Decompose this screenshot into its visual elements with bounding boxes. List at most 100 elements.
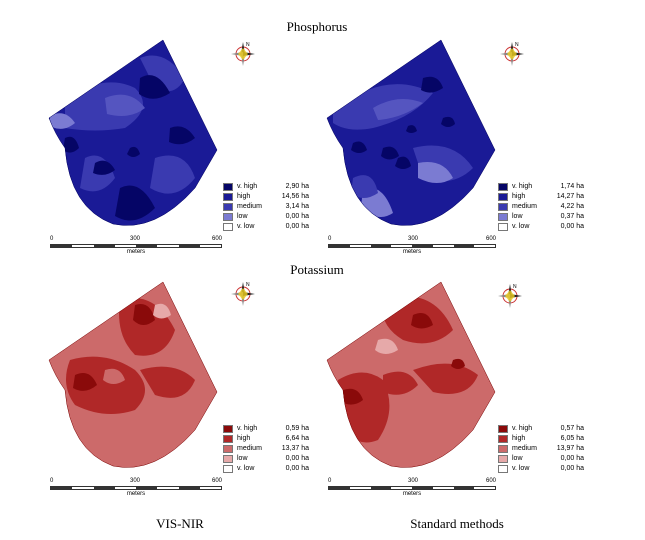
legend-potassium-visnir: v. high 0,59 ha high 6,64 ha medium 13,37 h… — [223, 424, 309, 474]
scale-unit: meters — [126, 491, 146, 497]
legend-swatch — [223, 455, 233, 463]
svg-text:N: N — [515, 42, 519, 48]
legend-phosphorus-visnir: v. high 2,90 ha high 14,56 ha medium 3,14 h… — [223, 182, 309, 232]
scale-tick-label: 0 — [50, 236, 54, 242]
scale-bar: 0 300 600 meters — [328, 236, 496, 255]
column-label-standard: Standard methods — [410, 516, 504, 531]
legend-row: low 0,00 ha — [223, 212, 309, 222]
north-arrow-icon: N — [498, 284, 522, 308]
legend-swatch — [223, 193, 233, 201]
legend-potassium-standard: v. high 0,57 ha high 6,05 ha medium 13,97 h… — [498, 424, 584, 474]
legend-value: 0,00 ha — [560, 223, 584, 230]
legend-value: 0,00 ha — [560, 455, 584, 462]
legend-row: v. low 0,00 ha — [498, 222, 584, 232]
scale-unit: meters — [126, 249, 146, 255]
legend-label: medium — [237, 203, 262, 210]
map-phosphorus-standard — [326, 39, 496, 226]
legend-label: v. low — [512, 223, 530, 230]
legend-row: v. high 2,90 ha — [223, 182, 309, 192]
svg-text:N: N — [246, 282, 250, 288]
legend-swatch — [498, 435, 508, 443]
legend-label: v. low — [237, 465, 255, 472]
legend-value: 6,05 ha — [560, 435, 584, 442]
legend-value: 13,37 ha — [281, 445, 309, 452]
north-arrow-icon: N — [231, 282, 255, 306]
legend-swatch — [498, 455, 508, 463]
legend-swatch — [498, 223, 508, 231]
legend-value: 2,90 ha — [285, 183, 309, 190]
legend-label: v. high — [512, 183, 533, 190]
legend-label: v. high — [237, 425, 258, 432]
scale-bar: 0 300 600 meters — [328, 478, 496, 497]
legend-value: 14,56 ha — [281, 193, 309, 200]
legend-value: 1,74 ha — [560, 183, 584, 190]
legend-swatch — [223, 203, 233, 211]
north-arrow-icon: N — [231, 42, 255, 66]
svg-text:N: N — [513, 284, 517, 290]
legend-row: v. high 0,57 ha — [498, 424, 584, 434]
map-phosphorus-visnir — [48, 39, 218, 226]
scale-unit: meters — [402, 491, 422, 497]
legend-swatch — [223, 445, 233, 453]
legend-row: v. high 0,59 ha — [223, 424, 309, 434]
legend-row: v. low 0,00 ha — [498, 464, 584, 474]
map-potassium-standard — [326, 281, 496, 468]
legend-value: 14,27 ha — [556, 193, 584, 200]
legend-swatch — [223, 425, 233, 433]
legend-label: high — [512, 435, 526, 442]
legend-label: v. low — [512, 465, 530, 472]
scale-tick-label: 600 — [485, 478, 496, 484]
legend-swatch — [223, 183, 233, 191]
legend-row: v. high 1,74 ha — [498, 182, 584, 192]
legend-value: 0,59 ha — [285, 425, 309, 432]
svg-text:N: N — [246, 42, 250, 48]
legend-label: v. high — [237, 183, 258, 190]
legend-label: medium — [512, 203, 537, 210]
scale-tick-label: 0 — [328, 478, 332, 484]
scale-tick-label: 0 — [328, 236, 332, 242]
phosphorus-title: Phosphorus — [286, 19, 348, 34]
legend-label: high — [237, 193, 251, 200]
legend-value: 0,00 ha — [560, 465, 584, 472]
legend-label: low — [237, 213, 248, 220]
legend-label: low — [512, 455, 523, 462]
legend-value: 0,00 ha — [285, 465, 309, 472]
legend-swatch — [223, 223, 233, 231]
legend-row: medium 3,14 ha — [223, 202, 309, 212]
scale-tick-label: 300 — [408, 478, 419, 484]
legend-row: high 14,27 ha — [498, 192, 584, 202]
legend-swatch — [223, 465, 233, 473]
legend-label: v. low — [237, 223, 255, 230]
legend-swatch — [498, 425, 508, 433]
legend-label: medium — [512, 445, 537, 452]
scale-bar: 0 300 600 meters — [50, 236, 222, 255]
legend-swatch — [223, 213, 233, 221]
legend-label: high — [237, 435, 251, 442]
legend-swatch — [223, 435, 233, 443]
legend-label: high — [512, 193, 526, 200]
legend-row: medium 4,22 ha — [498, 202, 584, 212]
legend-row: high 14,56 ha — [223, 192, 309, 202]
legend-swatch — [498, 465, 508, 473]
legend-row: v. low 0,00 ha — [223, 222, 309, 232]
legend-row: high 6,05 ha — [498, 434, 584, 444]
legend-row: low 0,00 ha — [498, 454, 584, 464]
legend-value: 0,00 ha — [285, 213, 309, 220]
legend-value: 3,14 ha — [285, 203, 309, 210]
legend-row: medium 13,97 ha — [498, 444, 584, 454]
north-arrow-icon: N — [500, 42, 524, 66]
legend-value: 4,22 ha — [560, 203, 584, 210]
scale-tick-label: 300 — [130, 236, 141, 242]
scale-tick-label: 0 — [50, 478, 54, 484]
legend-value: 0,57 ha — [560, 425, 584, 432]
scale-tick-label: 300 — [408, 236, 419, 242]
column-label-visnir: VIS-NIR — [156, 516, 204, 531]
potassium-title: Potassium — [290, 262, 344, 277]
legend-label: low — [237, 455, 248, 462]
scale-tick-label: 300 — [130, 478, 141, 484]
legend-label: v. high — [512, 425, 533, 432]
scale-unit: meters — [402, 249, 422, 255]
legend-swatch — [498, 213, 508, 221]
legend-label: low — [512, 213, 523, 220]
legend-swatch — [498, 445, 508, 453]
